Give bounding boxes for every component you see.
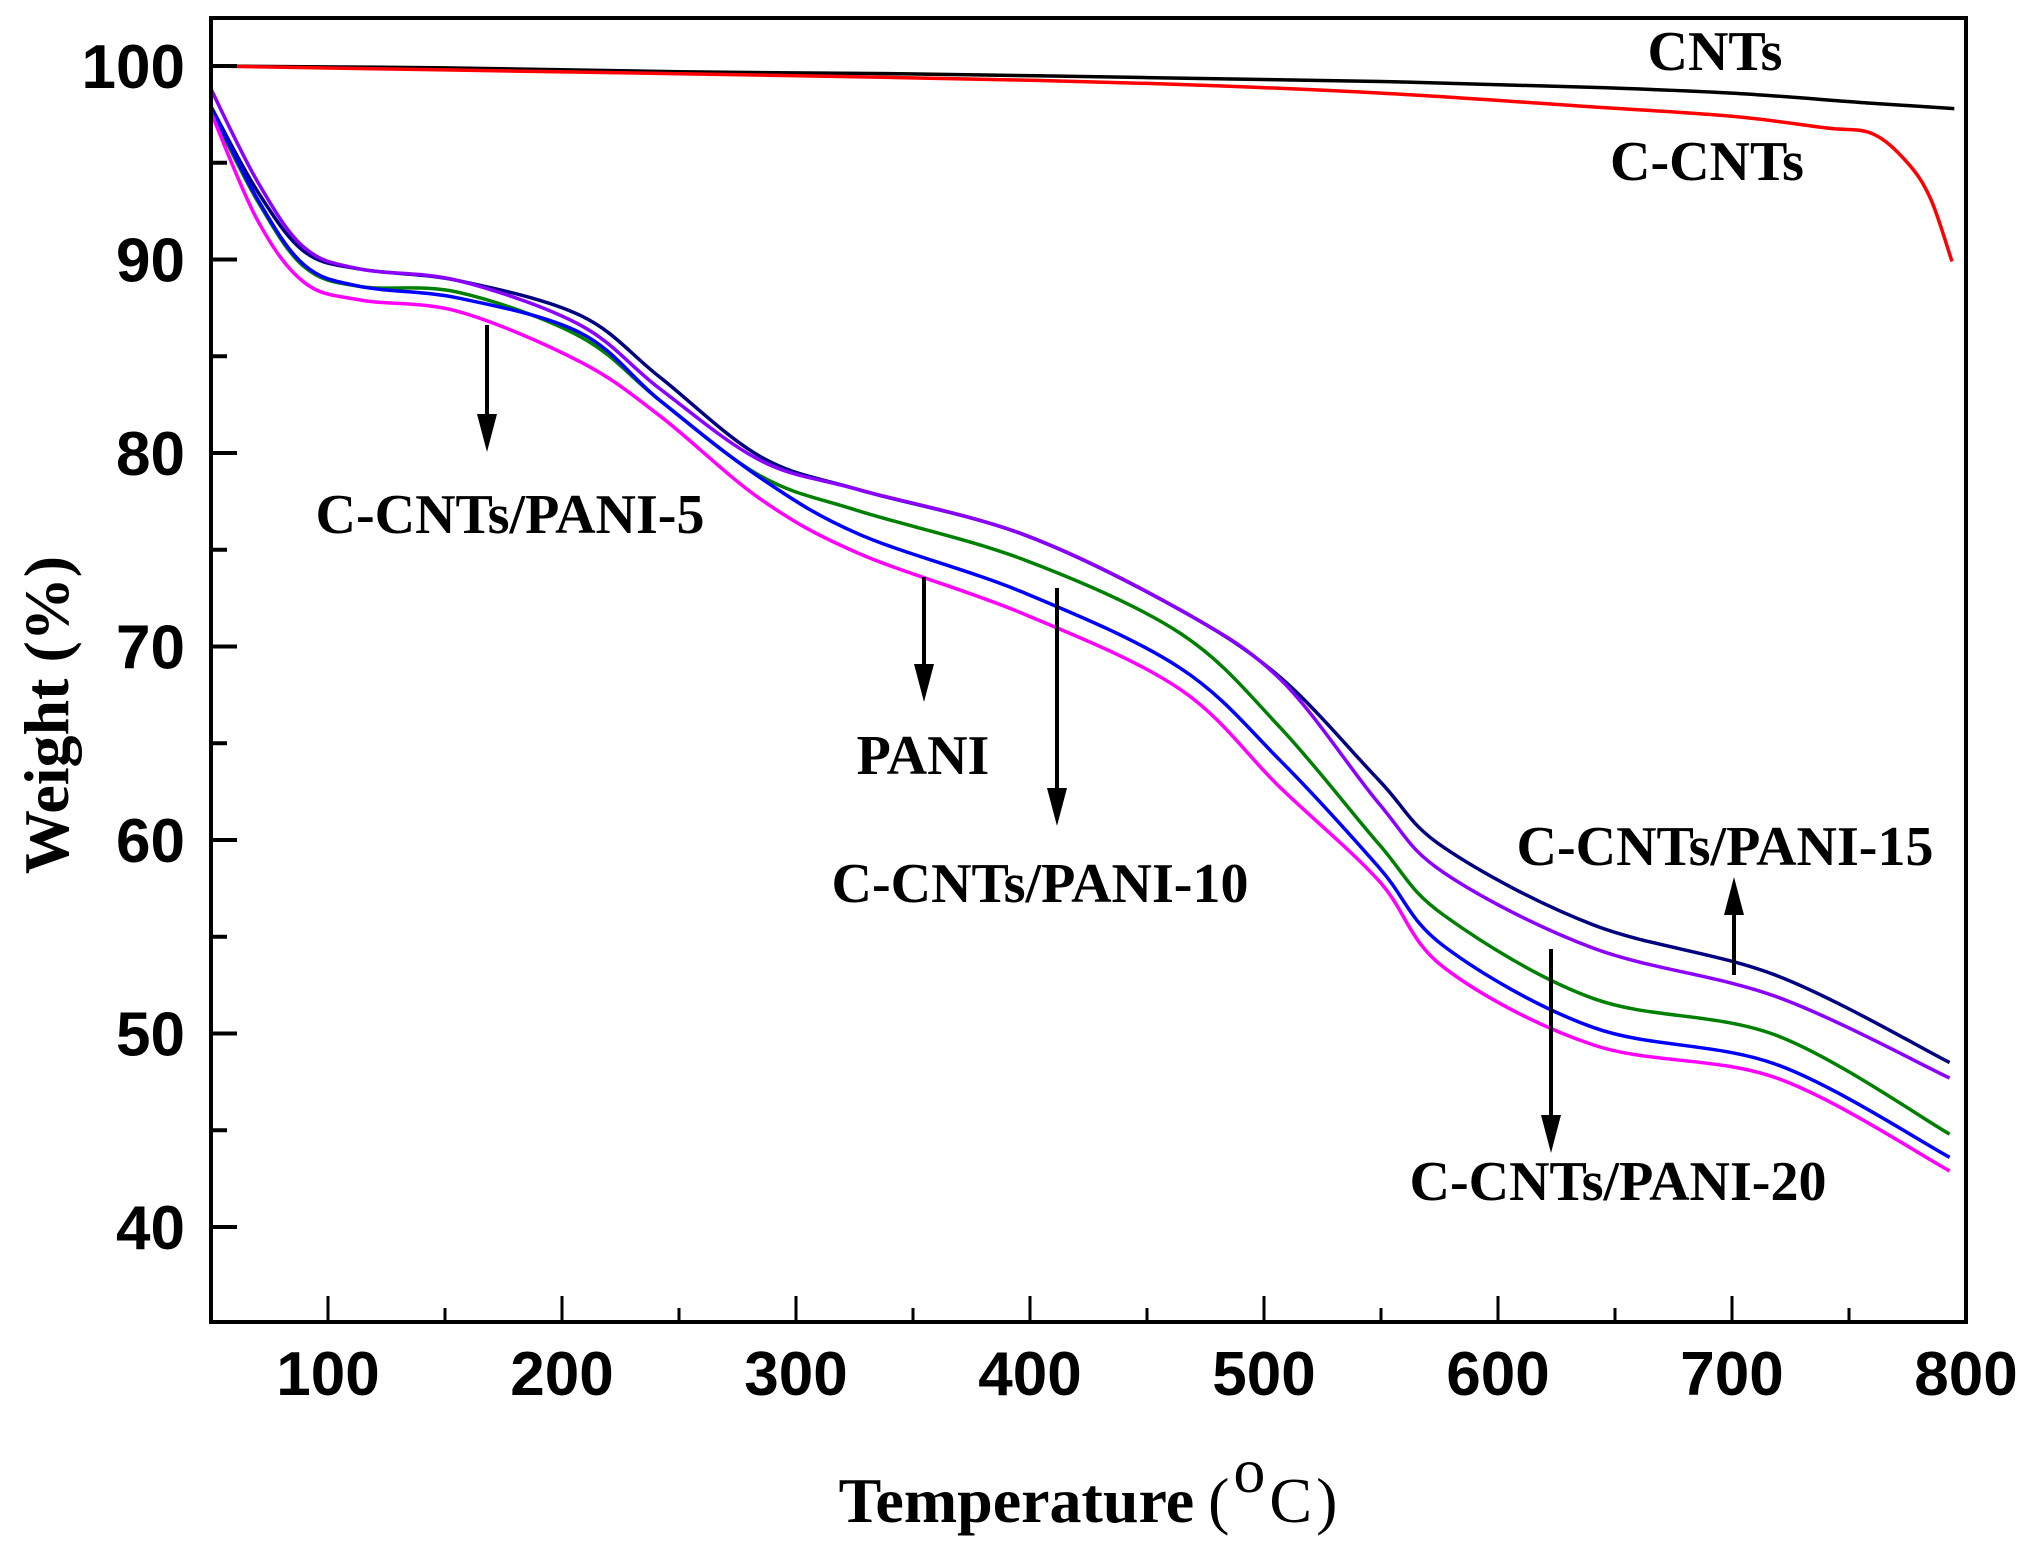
curve-c-cnts-pani-20 [209, 105, 1951, 1065]
y-tick-label: 90 [116, 227, 185, 296]
x-axis-title: Temperature ( o C ) [839, 1435, 1338, 1536]
curve-c-cnts [210, 64, 1954, 262]
curve-c-cnts-pani-5 [209, 111, 1951, 1173]
x-tick-label: 100 [276, 1340, 379, 1409]
curve-c-cnts-pani-10 [209, 109, 1951, 1136]
x-tick-label: 300 [744, 1340, 847, 1409]
arrow-down-icon [477, 414, 497, 452]
curve-pani [209, 105, 1951, 1159]
arrow-up-icon [1724, 877, 1744, 915]
annotation-label: C-CNTs [1610, 131, 1804, 193]
x-axis-ticks [326, 1296, 1851, 1322]
annotation-label: PANI [857, 725, 990, 787]
y-axis-title: Weight (%) [11, 556, 82, 874]
y-tick-label: 40 [116, 1194, 185, 1263]
x-tick-label: 400 [978, 1340, 1081, 1409]
x-tick-label: 800 [1914, 1340, 2017, 1409]
plot-frame [209, 16, 1968, 1324]
arrow-down-icon [914, 664, 934, 702]
x-tick-label: 700 [1680, 1340, 1783, 1409]
annotation-label: C-CNTs/PANI-5 [316, 484, 705, 546]
x-axis-title-unit: C [1269, 1465, 1312, 1536]
y-axis-tick-labels: 40 50 60 70 80 90 100 [82, 33, 185, 1263]
y-axis-ticks [211, 64, 237, 1229]
x-axis-title-degree: o [1233, 1435, 1265, 1506]
x-axis-tick-labels: 100 200 300 400 500 600 700 800 [276, 1340, 2017, 1409]
arrow-down-icon [1541, 1115, 1561, 1153]
y-tick-label: 50 [116, 1001, 185, 1070]
annotation-label: C-CNTs/PANI-10 [832, 853, 1249, 915]
annotations: CNTs C-CNTs C-CNTs/PANI-5 PANI C-CNTs/PANI-1… [316, 21, 1934, 1213]
annotation-label: C-CNTs/PANI-20 [1410, 1151, 1827, 1213]
y-tick-label: 60 [116, 807, 185, 876]
y-tick-label: 80 [116, 420, 185, 489]
x-axis-title-main: Temperature [839, 1465, 1195, 1536]
y-tick-label: 70 [116, 614, 185, 683]
arrow-down-icon [1047, 788, 1067, 826]
x-axis-title-paren-open: ( [1208, 1465, 1229, 1536]
x-tick-label: 200 [510, 1340, 613, 1409]
curve-cnts [210, 64, 1955, 111]
x-tick-label: 500 [1212, 1340, 1315, 1409]
y-tick-label: 100 [82, 33, 185, 102]
annotation-label: C-CNTs/PANI-15 [1517, 816, 1934, 878]
x-tick-label: 600 [1446, 1340, 1549, 1409]
x-axis-title-paren-close: ) [1316, 1465, 1337, 1536]
curve-c-cnts-pani-15 [209, 88, 1951, 1080]
annotation-label: CNTs [1648, 21, 1783, 83]
data-curves [209, 64, 1955, 1173]
